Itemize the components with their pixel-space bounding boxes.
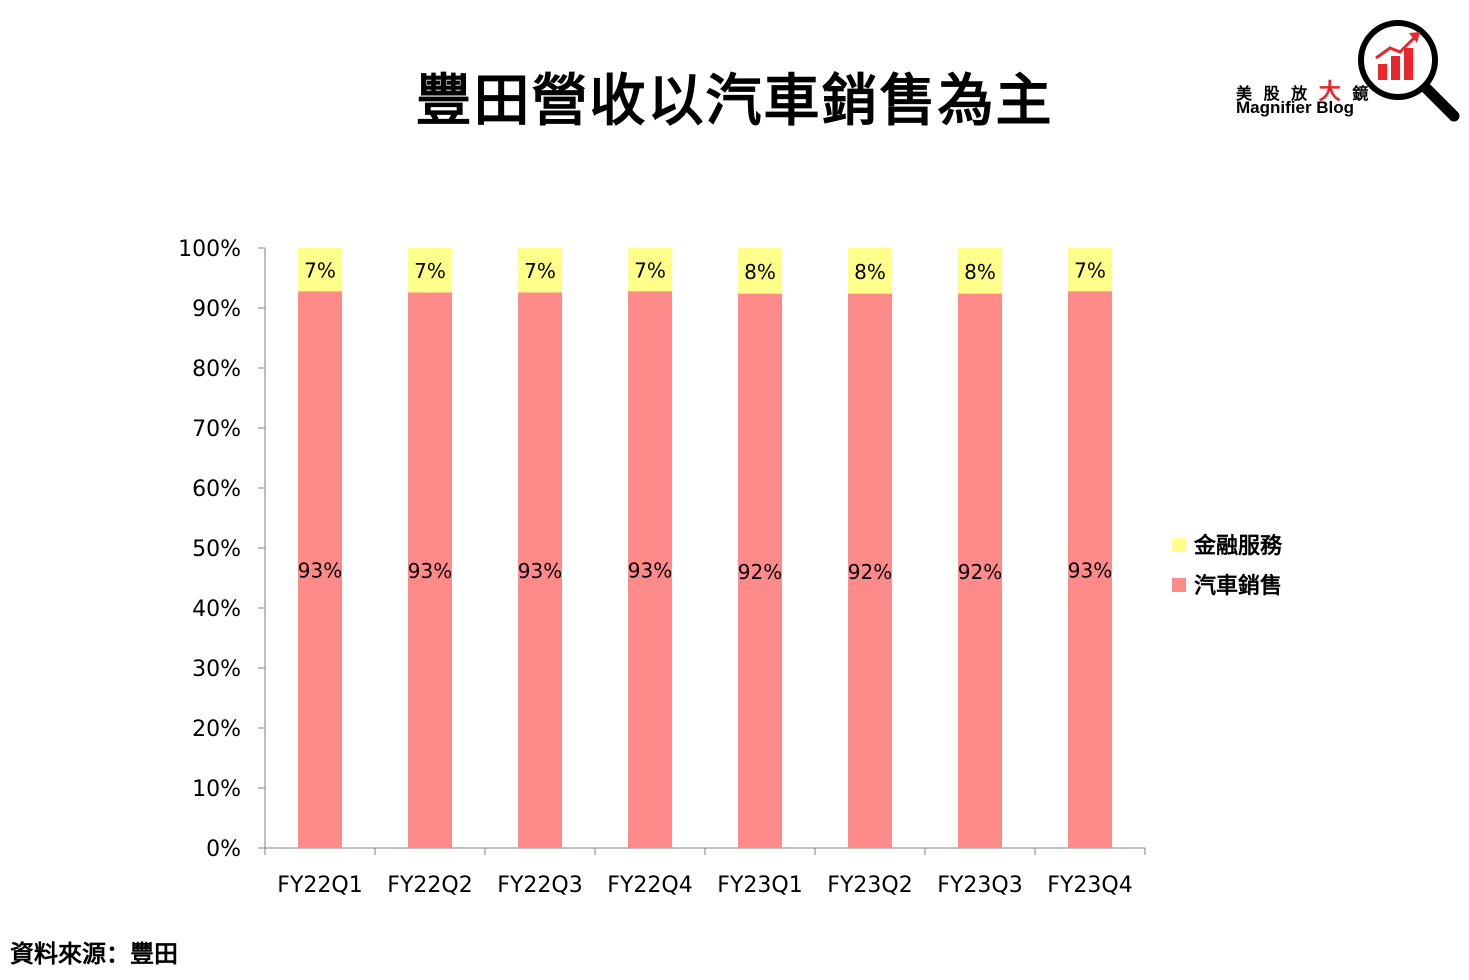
y-tick-label: 30% [192, 657, 241, 682]
x-tick-label: FY22Q1 [277, 873, 362, 898]
y-tick-label: 90% [192, 297, 241, 322]
brand-name-part1: 美 股 放 [1236, 84, 1311, 103]
brand-name-chinese: 美 股 放 大 鏡 [1236, 74, 1371, 106]
data-source-note: 資料來源：豐田 [10, 940, 178, 968]
magnifier-chart-icon [1358, 20, 1460, 122]
data-label: 7% [304, 259, 336, 283]
brand-name-part2: 鏡 [1352, 84, 1372, 103]
data-label: 92% [958, 560, 1002, 584]
bar-segment-financial-services [738, 248, 782, 294]
y-tick-label: 70% [192, 417, 241, 442]
y-tick-label: 40% [192, 597, 241, 622]
data-label: 7% [414, 259, 446, 283]
data-label: 7% [1074, 259, 1106, 283]
bar-segment-financial-services [298, 248, 342, 292]
legend-label: 汽車銷售 [1194, 573, 1282, 599]
data-label: 8% [854, 260, 886, 284]
chart-title: 豐田營收以汽車銷售為主 [415, 69, 1054, 134]
data-label: 93% [298, 559, 342, 583]
bar-segment-auto-sales [628, 291, 672, 848]
data-label: 92% [848, 560, 892, 584]
data-label: 93% [408, 559, 452, 583]
x-tick-label: FY22Q3 [497, 873, 582, 898]
bar-segment-financial-services [628, 248, 672, 292]
legend-swatch [1172, 538, 1186, 552]
bar-segment-auto-sales [1068, 291, 1112, 848]
legend-label: 金融服務 [1193, 533, 1283, 559]
brand-name-big: 大 [1318, 80, 1344, 105]
brand-name-english: Magnifier Blog [1236, 98, 1355, 117]
y-tick-label: 0% [206, 837, 241, 862]
data-label: 8% [964, 260, 996, 284]
bar-segment-financial-services [958, 248, 1002, 294]
data-label: 93% [628, 559, 672, 583]
y-tick-label: 80% [192, 357, 241, 382]
data-label: 93% [518, 559, 562, 583]
bar-segment-auto-sales [298, 291, 342, 848]
data-label: 7% [634, 259, 666, 283]
brand-logo-block[interactable]: 美 股 放 大 鏡 Magnifier Blog [1236, 16, 1462, 124]
bar-segment-auto-sales [848, 293, 892, 849]
y-tick-label: 60% [192, 477, 241, 502]
stacked-bar-chart: 0% 10% 20% 30% 40% 50% 60% 70% 80% 90% 100% FY22Q1 F… [178, 237, 1283, 898]
y-tick-label: 20% [192, 717, 241, 742]
bar-segment-financial-services [518, 248, 562, 293]
bar-segment-financial-services [408, 248, 452, 293]
bar-segment-auto-sales [738, 293, 782, 849]
x-tick-label: FY22Q2 [387, 873, 472, 898]
data-label: 93% [1068, 559, 1112, 583]
bar-segment-auto-sales [518, 292, 562, 848]
x-tick-label: FY23Q2 [827, 873, 912, 898]
bar-segment-financial-services [848, 248, 892, 294]
y-tick-label: 50% [192, 537, 241, 562]
x-tick-label: FY22Q4 [607, 873, 692, 898]
x-tick-label: FY23Q1 [717, 873, 802, 898]
bar-segment-auto-sales [958, 293, 1002, 849]
data-label: 92% [738, 560, 782, 584]
data-label: 7% [524, 259, 556, 283]
y-tick-label: 100% [178, 237, 241, 262]
data-label: 8% [744, 260, 776, 284]
bar-segment-financial-services [1068, 248, 1112, 292]
x-tick-label: FY23Q3 [937, 873, 1022, 898]
legend-swatch [1172, 578, 1186, 592]
bar-segment-auto-sales [408, 292, 452, 848]
y-tick-label: 10% [192, 777, 241, 802]
x-tick-label: FY23Q4 [1047, 873, 1132, 898]
